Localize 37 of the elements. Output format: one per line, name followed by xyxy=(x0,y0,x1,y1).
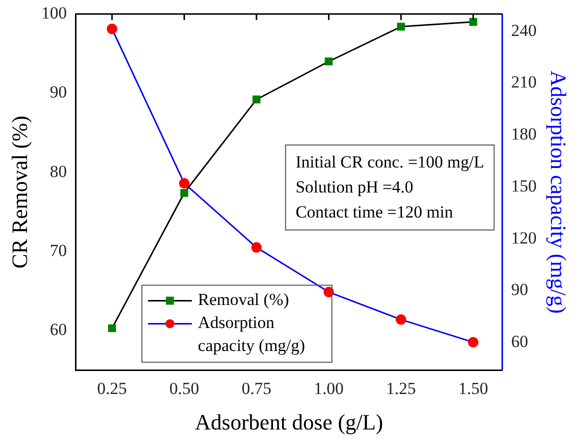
point xyxy=(468,336,478,348)
annotation: Initial CR conc. =100 mg/L xyxy=(296,152,484,172)
y2-tick-label: 210 xyxy=(511,72,537,92)
y2-tick-label: 150 xyxy=(511,176,537,196)
point xyxy=(396,314,406,325)
point xyxy=(252,96,260,104)
point xyxy=(180,188,188,197)
y2-tick-label: 90 xyxy=(511,280,528,300)
y-tick-label: 60 xyxy=(50,320,67,340)
x-tick-label: 0.75 xyxy=(242,378,272,398)
x-tick-label: 0.50 xyxy=(169,378,200,398)
y-tick-label: 80 xyxy=(50,162,67,181)
x-axis-title: Adsorbent dose (g/L) xyxy=(194,410,384,435)
legend-label: Adsorption capacity (mg/g) xyxy=(198,313,306,356)
y-tick-label: 100 xyxy=(41,3,67,22)
x-tick-label: 0.25 xyxy=(97,378,127,398)
point xyxy=(108,324,116,332)
y2-tick-label: 240 xyxy=(511,20,537,40)
y2-axis-title: Adsorption capacity (mg/g) xyxy=(546,70,572,314)
point xyxy=(397,22,405,31)
point xyxy=(324,58,333,66)
y-tick-label: 70 xyxy=(50,240,67,260)
point xyxy=(106,24,118,34)
point xyxy=(469,18,478,26)
x-tick-label: 1.50 xyxy=(458,378,488,398)
y-tick-label: 90 xyxy=(50,82,67,102)
legend-label: Removal (%) xyxy=(198,290,290,310)
point xyxy=(251,242,262,253)
y2-tick-label: 120 xyxy=(511,228,537,248)
y2-tick-label: 180 xyxy=(511,124,537,144)
point xyxy=(179,178,190,189)
x-tick-label: 1.25 xyxy=(386,378,416,398)
annotation: Solution pH =4.0 xyxy=(296,177,414,196)
y2-tick-label: 60 xyxy=(511,332,528,352)
x-tick-label: 1.00 xyxy=(314,378,344,398)
y-axis-title: CR Removal (%) xyxy=(6,116,32,268)
annotation: Contact time =120 min xyxy=(296,202,454,222)
